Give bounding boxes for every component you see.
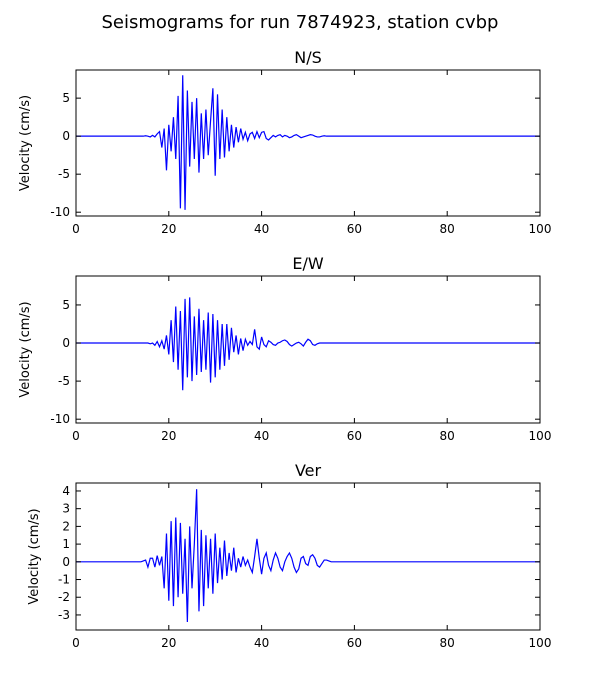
y-tick-label: 5 (62, 298, 70, 312)
y-tick-label: -5 (58, 167, 70, 181)
y-tick-label: 0 (62, 129, 70, 143)
y-tick-label: -1 (58, 573, 70, 587)
axes-frame (75, 482, 541, 631)
axes-frame (75, 275, 541, 424)
y-tick-label: 0 (62, 336, 70, 350)
seismogram-line (76, 297, 540, 391)
x-tick-label: 20 (161, 636, 176, 650)
y-tick-label: -10 (50, 205, 70, 219)
axes-title: E/W (292, 254, 324, 273)
axes-title: N/S (294, 48, 322, 67)
y-axis-label: Velocity (cm/s) (27, 508, 42, 604)
x-tick-label: 80 (440, 636, 455, 650)
y-tick-label: 0 (62, 555, 70, 569)
seismogram-line (76, 75, 540, 210)
y-tick-label: 5 (62, 91, 70, 105)
y-tick-label: 1 (62, 537, 70, 551)
y-tick-label: 4 (62, 484, 70, 498)
x-tick-label: 20 (161, 429, 176, 443)
x-tick-label: 60 (347, 222, 362, 236)
y-tick-label: 3 (62, 502, 70, 516)
x-tick-label: 100 (529, 429, 552, 443)
figure-title: Seismograms for run 7874923, station cvb… (101, 12, 498, 33)
y-axis-label: Velocity (cm/s) (18, 301, 33, 397)
seismogram-line (76, 489, 540, 623)
x-tick-label: 80 (440, 222, 455, 236)
y-tick-label: -5 (58, 374, 70, 388)
y-tick-label: 2 (62, 519, 70, 533)
x-tick-label: 20 (161, 222, 176, 236)
x-tick-label: 40 (254, 429, 269, 443)
x-tick-label: 0 (72, 222, 80, 236)
y-tick-label: -10 (50, 412, 70, 426)
x-tick-label: 60 (347, 429, 362, 443)
y-tick-label: -3 (58, 608, 70, 622)
axes-title: Ver (295, 461, 322, 480)
x-tick-label: 60 (347, 636, 362, 650)
x-tick-label: 0 (72, 636, 80, 650)
x-tick-label: 80 (440, 429, 455, 443)
axes-frame (75, 69, 541, 217)
x-tick-label: 100 (529, 222, 552, 236)
y-tick-label: -2 (58, 590, 70, 604)
x-tick-label: 0 (72, 429, 80, 443)
x-tick-label: 100 (529, 636, 552, 650)
x-tick-label: 40 (254, 222, 269, 236)
y-axis-label: Velocity (cm/s) (18, 95, 33, 191)
x-tick-label: 40 (254, 636, 269, 650)
